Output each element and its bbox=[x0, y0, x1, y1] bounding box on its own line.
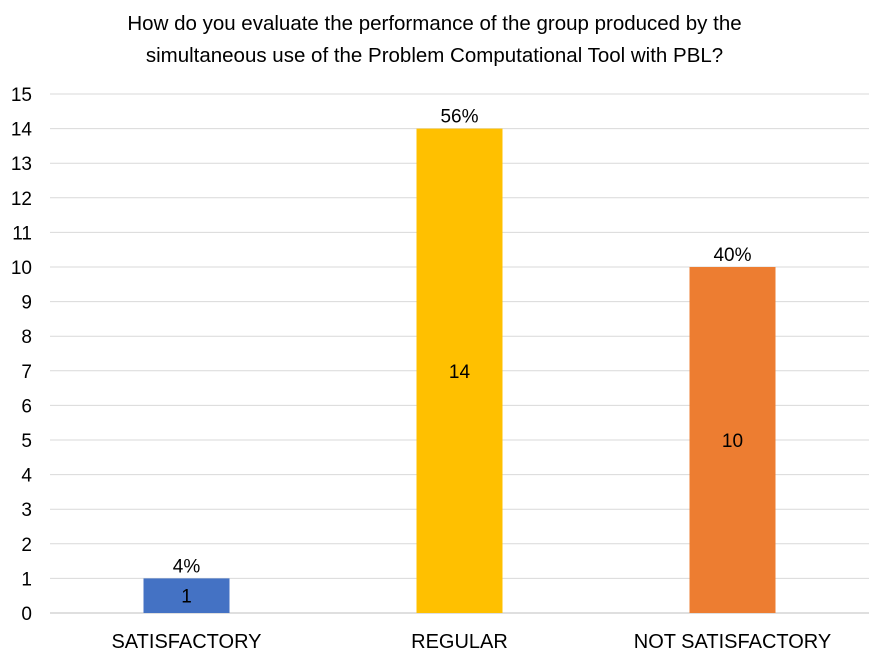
bar bbox=[689, 267, 776, 613]
y-tick-label: 7 bbox=[21, 362, 32, 383]
bar-percent-label: 40% bbox=[713, 245, 751, 266]
bar bbox=[143, 578, 230, 613]
bar bbox=[416, 128, 503, 613]
y-tick-label: 10 bbox=[11, 258, 32, 279]
bar-percent-label: 56% bbox=[440, 107, 478, 128]
y-tick-label: 8 bbox=[21, 327, 32, 348]
y-tick-label: 15 bbox=[11, 85, 32, 106]
y-tick-label: 6 bbox=[21, 396, 32, 417]
x-category-label: SATISFACTORY bbox=[111, 631, 261, 652]
bar-value-label: 14 bbox=[449, 362, 471, 383]
y-tick-label: 0 bbox=[21, 604, 32, 625]
y-tick-label: 12 bbox=[11, 189, 32, 210]
chart-title-line-1: How do you evaluate the performance of t… bbox=[127, 12, 742, 35]
y-tick-label: 11 bbox=[12, 223, 32, 244]
y-tick-label: 13 bbox=[11, 154, 32, 175]
chart-title-line-2: simultaneous use of the Problem Computat… bbox=[145, 44, 724, 67]
y-tick-label: 14 bbox=[11, 120, 33, 141]
y-tick-label: 9 bbox=[21, 293, 32, 314]
chart-title: How do you evaluate the performance of t… bbox=[0, 8, 869, 72]
y-tick-label: 1 bbox=[21, 569, 32, 590]
bar-value-label: 1 bbox=[181, 587, 192, 608]
y-tick-label: 3 bbox=[21, 500, 32, 521]
bar-value-label: 10 bbox=[722, 431, 743, 452]
bar-percent-label: 4% bbox=[173, 556, 201, 577]
y-tick-label: 4 bbox=[21, 466, 32, 487]
x-category-label: NOT SATISFACTORY bbox=[634, 631, 831, 652]
y-tick-label: 5 bbox=[21, 431, 32, 452]
x-category-label: REGULAR bbox=[411, 631, 508, 652]
y-tick-label: 2 bbox=[21, 535, 32, 556]
